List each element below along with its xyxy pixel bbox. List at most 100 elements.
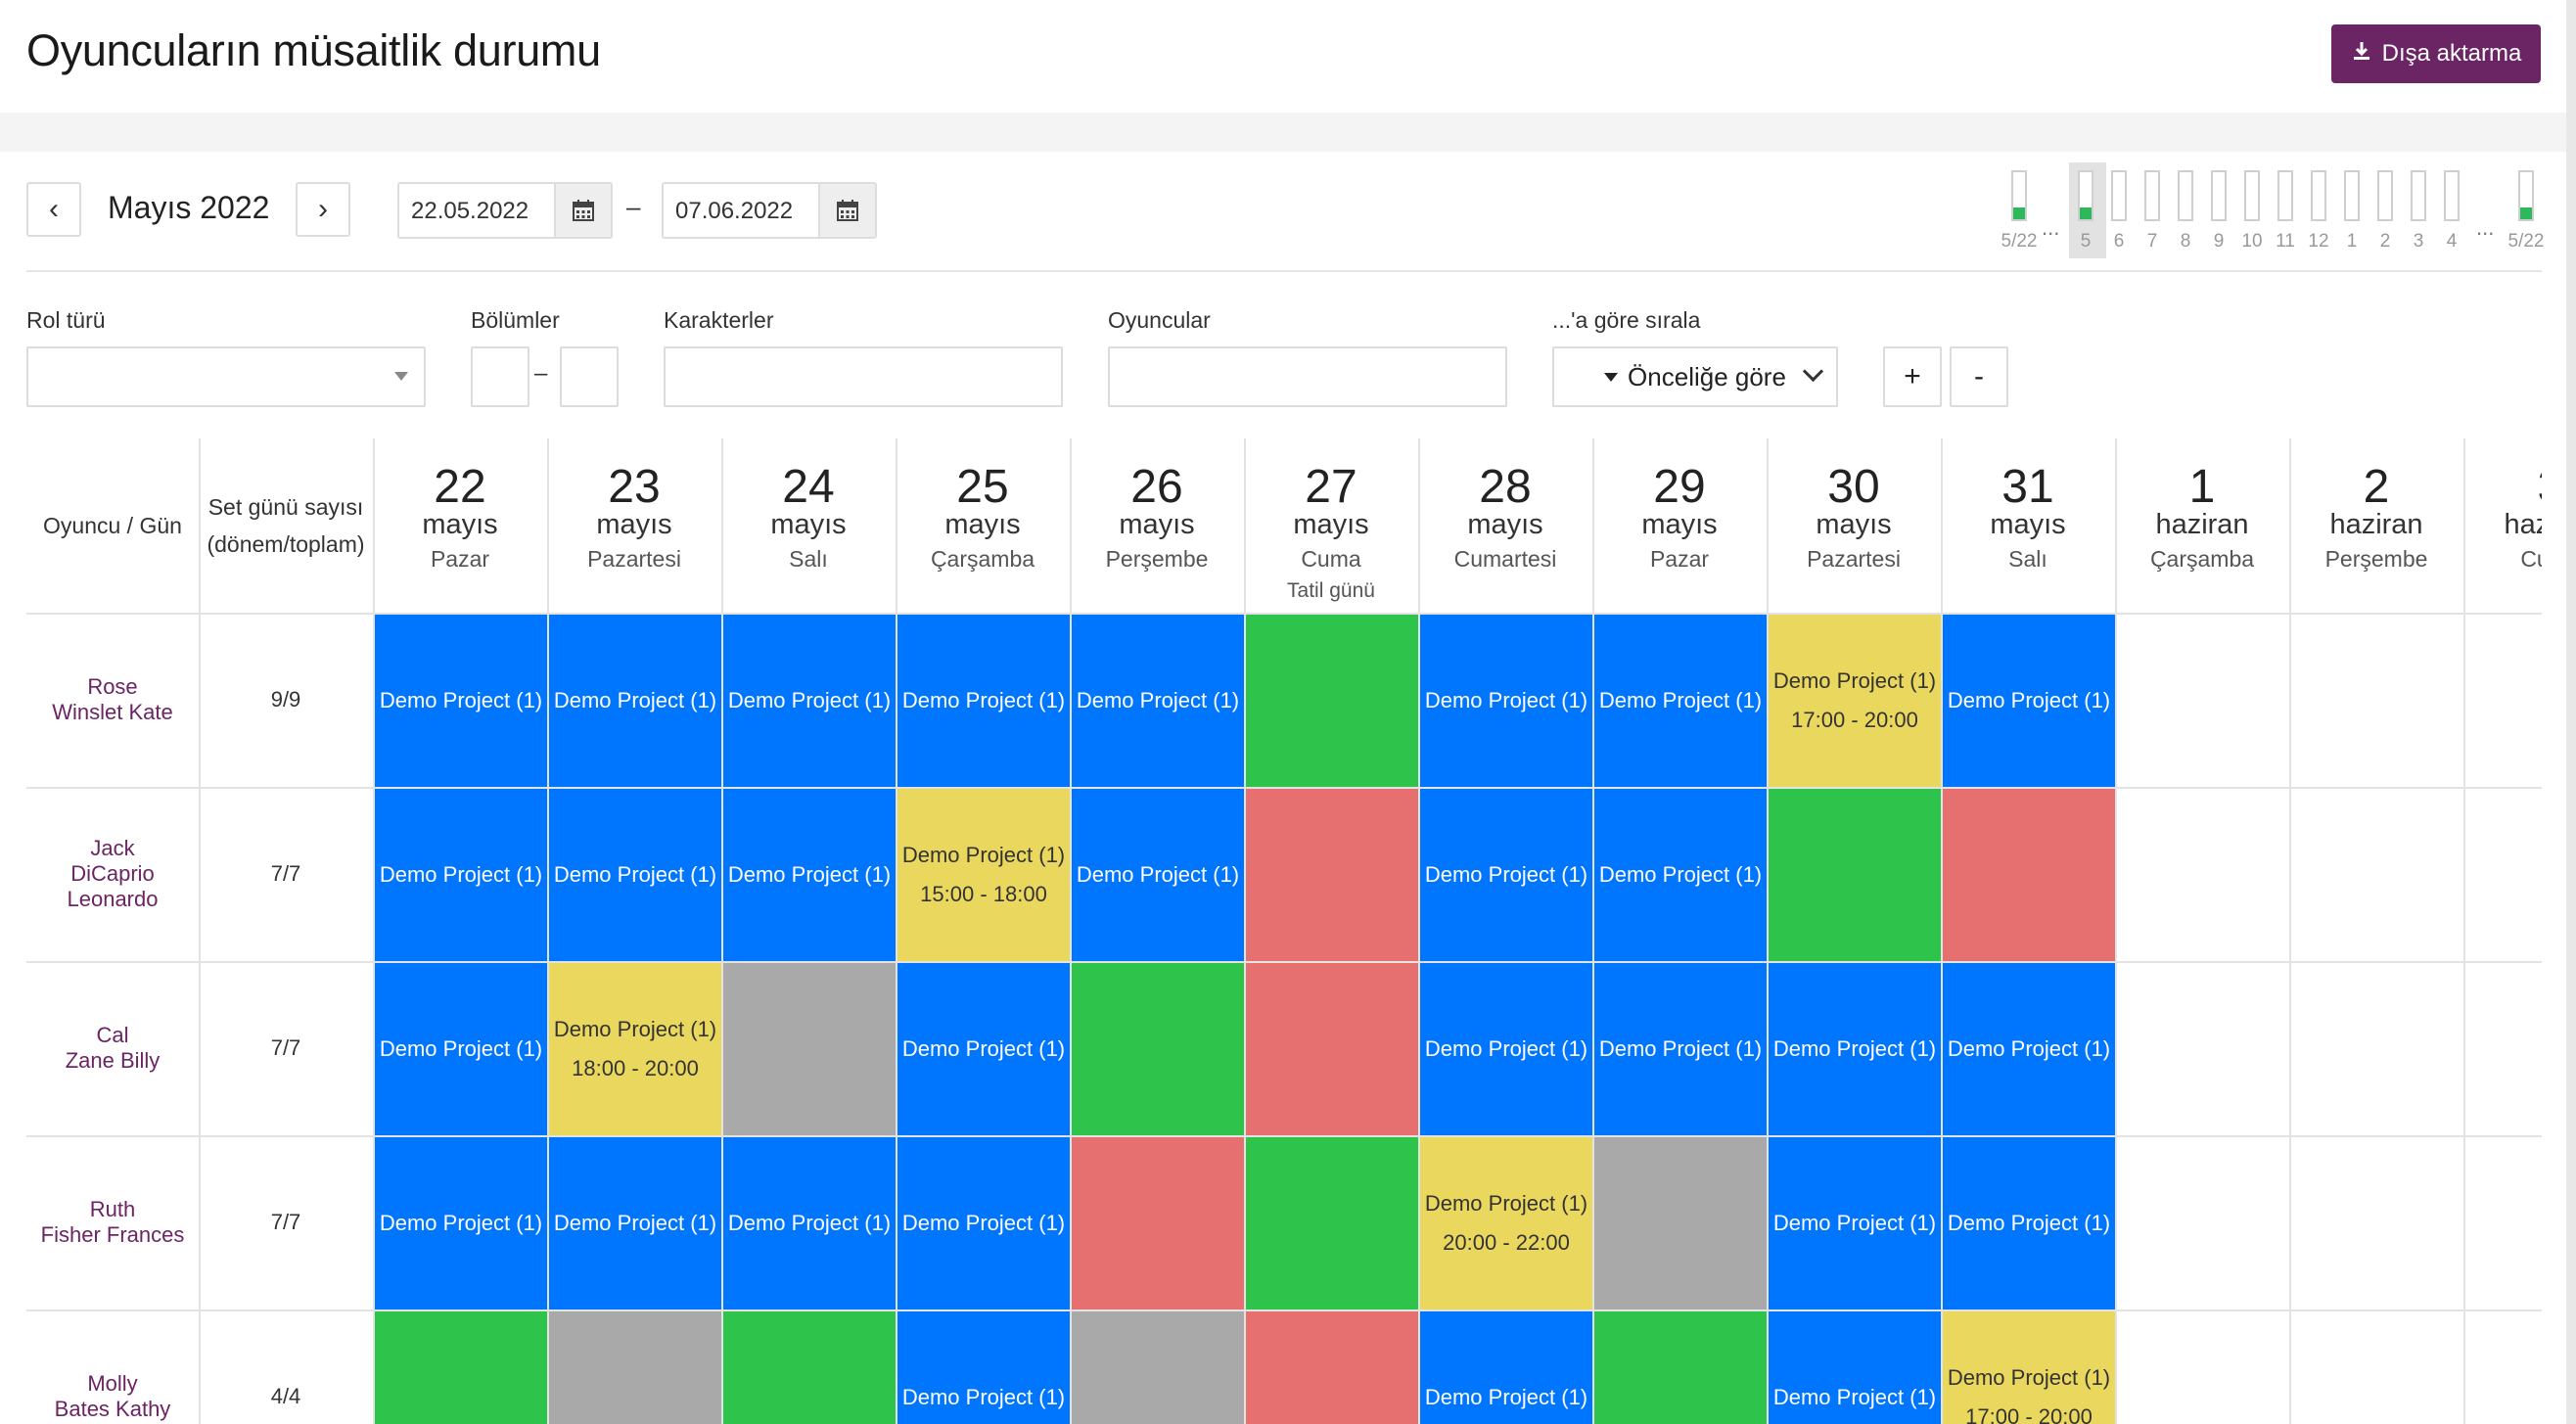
availability-cell[interactable]: Demo Project (1) (1072, 789, 1244, 961)
prev-month-button[interactable]: ‹ (26, 182, 81, 237)
availability-cell[interactable]: Demo Project (1) (1943, 1137, 2115, 1309)
availability-cell[interactable]: Demo Project (1) (897, 963, 1070, 1135)
availability-cell[interactable] (1594, 1311, 1767, 1424)
availability-cell[interactable] (1072, 1137, 1244, 1309)
availability-cell[interactable]: Demo Project (1) (375, 963, 547, 1135)
time-range: 20:00 - 22:00 (1443, 1230, 1570, 1255)
time-range: 17:00 - 20:00 (1791, 708, 1918, 732)
actor-name-link[interactable]: Cal Zane Billy (26, 961, 199, 1135)
actor-name-link[interactable]: Rose Winslet Kate (26, 613, 199, 787)
add-sort-button[interactable]: + (1883, 346, 1942, 407)
day-header: 3haziran Cuma (2463, 438, 2542, 613)
availability-cell[interactable]: Demo Project (1) (549, 615, 721, 787)
availability-cell[interactable] (1072, 963, 1244, 1135)
availability-cell[interactable]: Demo Project (1) (1769, 1311, 1941, 1424)
availability-cell[interactable]: Demo Project (1) 20:00 - 22:00 (1420, 1137, 1592, 1309)
availability-cell[interactable]: Demo Project (1) (1769, 1137, 1941, 1309)
availability-cell[interactable]: Demo Project (1) (375, 615, 547, 787)
project-label: Demo Project (1) (379, 688, 543, 712)
project-label: Demo Project (1) (1076, 862, 1240, 887)
availability-cell[interactable]: Demo Project (1) (1943, 963, 2115, 1135)
next-month-button[interactable]: › (296, 182, 350, 237)
availability-cell[interactable]: Demo Project (1) (1420, 1311, 1592, 1424)
availability-cell[interactable]: Demo Project (1) (723, 615, 896, 787)
actor-name-link[interactable]: Ruth Fisher Frances (26, 1135, 199, 1309)
timeline-bar (2277, 170, 2293, 221)
availability-cell[interactable]: Demo Project (1) (723, 789, 896, 961)
current-month-label: Mayıs 2022 (108, 190, 270, 225)
availability-cell[interactable]: Demo Project (1) 17:00 - 20:00 (1943, 1311, 2115, 1424)
availability-cell[interactable]: Demo Project (1) (1072, 615, 1244, 787)
project-label: Demo Project (1) (1947, 688, 2111, 712)
grid-column-divider (1418, 438, 1420, 1424)
availability-cell[interactable]: Demo Project (1) (375, 789, 547, 961)
day-month: mayıs (1816, 509, 1892, 540)
grid-column-divider (2463, 438, 2465, 1424)
availability-cell[interactable]: Demo Project (1) (897, 1311, 1070, 1424)
timeline-bar (2444, 170, 2460, 221)
calendar-icon[interactable] (554, 184, 611, 237)
availability-cell[interactable] (1246, 1137, 1418, 1309)
actor-name-text: Rose Winslet Kate (52, 674, 173, 725)
availability-cell[interactable] (1072, 1311, 1244, 1424)
availability-cell[interactable]: Demo Project (1) (1943, 615, 2115, 787)
export-button[interactable]: Dışa aktarma (2331, 24, 2541, 83)
grid-column-divider (1941, 438, 1943, 1424)
availability-cell[interactable] (375, 1311, 547, 1424)
availability-cell[interactable]: Demo Project (1) (1420, 789, 1592, 961)
role-type-select[interactable] (26, 346, 426, 407)
start-date-field[interactable]: 22.05.2022 (397, 182, 613, 239)
timeline-label: 4 (2446, 231, 2458, 252)
timeline-bar (2211, 170, 2227, 221)
availability-cell[interactable]: Demo Project (1) 18:00 - 20:00 (549, 963, 721, 1135)
day-header: 2 haziran Perşembe (2289, 438, 2463, 613)
timeline-label: 1 (2346, 231, 2358, 252)
availability-cell[interactable] (549, 1311, 721, 1424)
calendar-icon[interactable] (818, 184, 875, 237)
timeline-bar (2311, 170, 2326, 221)
actor-name-link[interactable]: Molly Bates Kathy (26, 1309, 199, 1424)
availability-cell[interactable]: Demo Project (1) (1769, 963, 1941, 1135)
availability-cell[interactable]: Demo Project (1) (549, 1137, 721, 1309)
availability-cell[interactable] (723, 963, 896, 1135)
remove-sort-button[interactable]: - (1950, 346, 2008, 407)
availability-cell[interactable] (1594, 1137, 1767, 1309)
actor-name-line: Cal (96, 1023, 129, 1047)
availability-cell[interactable] (1246, 789, 1418, 961)
availability-cell[interactable]: Demo Project (1) (375, 1137, 547, 1309)
actors-input[interactable] (1108, 346, 1507, 407)
availability-cell[interactable] (723, 1311, 896, 1424)
availability-cell[interactable]: Demo Project (1) (1420, 615, 1592, 787)
availability-cell[interactable] (1943, 789, 2115, 961)
chevron-down-icon (1802, 360, 1824, 383)
actor-name-link[interactable]: Jack DiCaprio Leonardo (26, 787, 199, 961)
episodes-to-input[interactable] (560, 346, 619, 407)
availability-cell[interactable]: Demo Project (1) (549, 789, 721, 961)
availability-cell[interactable] (1246, 1311, 1418, 1424)
end-date-field[interactable]: 07.06.2022 (662, 182, 877, 239)
sort-select[interactable]: Önceliğe göre (1552, 346, 1838, 407)
timeline-bar (2011, 170, 2027, 221)
availability-cell[interactable] (1769, 789, 1941, 961)
availability-cell[interactable]: Demo Project (1) (723, 1137, 896, 1309)
page-scrollbar[interactable] (2566, 0, 2576, 1424)
availability-cell[interactable] (1246, 615, 1418, 787)
availability-cell[interactable]: Demo Project (1) (897, 1137, 1070, 1309)
availability-cell[interactable]: Demo Project (1) 17:00 - 20:00 (1769, 615, 1941, 787)
characters-input[interactable] (664, 346, 1063, 407)
availability-cell[interactable]: Demo Project (1) (897, 615, 1070, 787)
availability-cell[interactable]: Demo Project (1) (1420, 963, 1592, 1135)
episodes-from-input[interactable] (471, 346, 529, 407)
role-type-label: Rol türü (26, 307, 106, 333)
day-weekday: Perşembe (2324, 546, 2428, 572)
availability-cell[interactable]: Demo Project (1) (1594, 789, 1767, 961)
project-label: Demo Project (1) (1772, 668, 1937, 693)
grid-row-divider (26, 787, 2542, 789)
count-header-line2: (dönem/toplam) (207, 531, 365, 557)
availability-cell[interactable]: Demo Project (1) (1594, 615, 1767, 787)
availability-cell[interactable]: Demo Project (1) 15:00 - 18:00 (897, 789, 1070, 961)
timeline-bar (2518, 170, 2534, 221)
availability-cell[interactable] (1246, 963, 1418, 1135)
availability-cell[interactable]: Demo Project (1) (1594, 963, 1767, 1135)
timeline-bar (2178, 170, 2193, 221)
